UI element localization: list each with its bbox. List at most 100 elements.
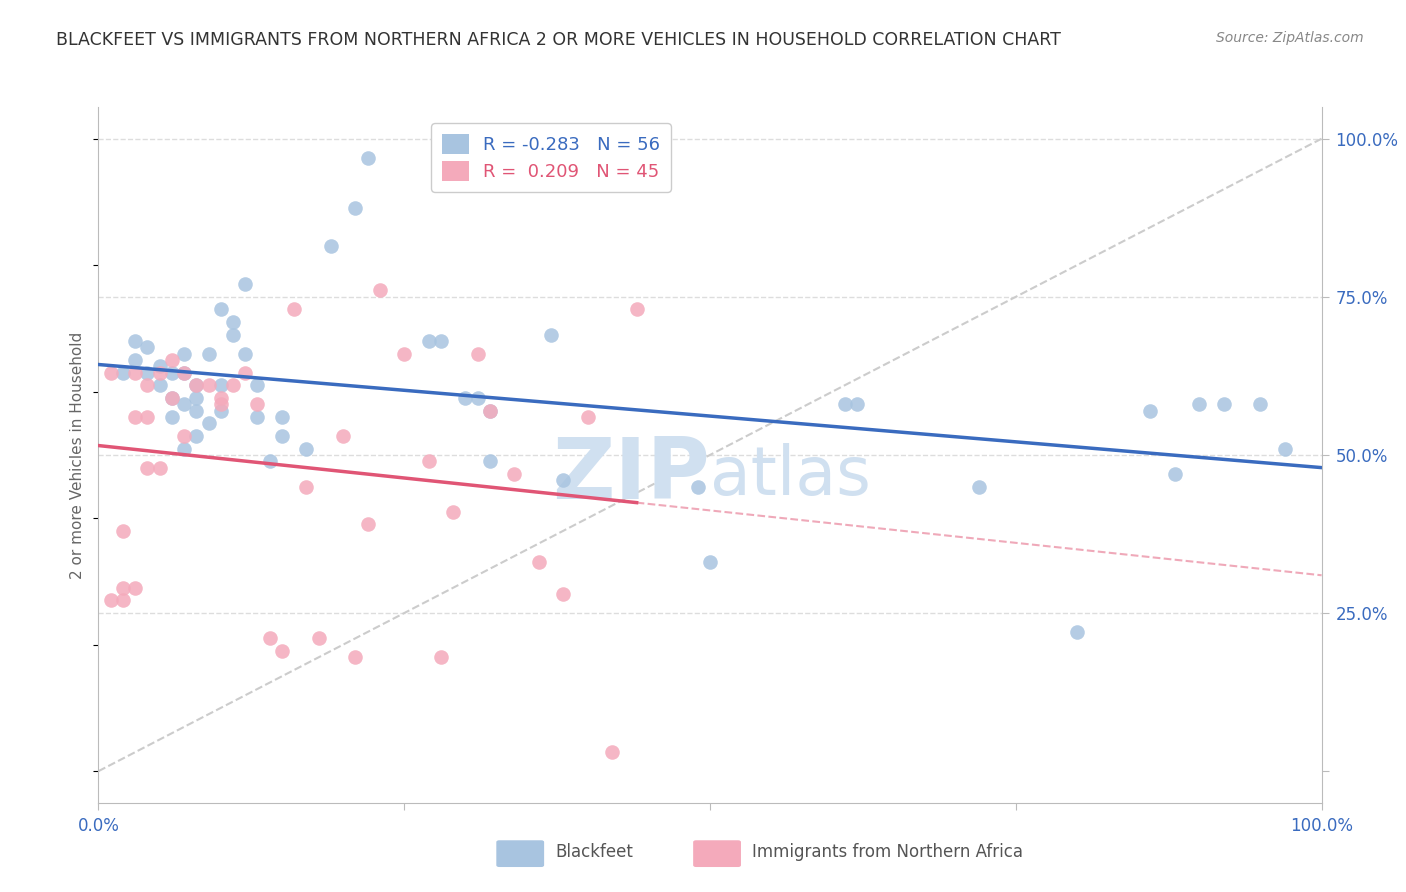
- Point: [246, 378, 269, 392]
- Point: [136, 378, 159, 392]
- Point: [392, 347, 416, 361]
- Point: [1249, 397, 1271, 411]
- Point: [699, 556, 721, 570]
- Text: ZIP: ZIP: [553, 434, 710, 517]
- Point: [173, 397, 195, 411]
- Point: [441, 505, 464, 519]
- Point: [173, 366, 195, 380]
- Point: [149, 378, 172, 392]
- Point: [160, 353, 183, 368]
- Y-axis label: 2 or more Vehicles in Household: 2 or more Vehicles in Household: [70, 331, 86, 579]
- Point: [626, 302, 648, 317]
- Point: [259, 454, 281, 468]
- Point: [186, 378, 208, 392]
- Point: [173, 429, 195, 443]
- Point: [149, 460, 172, 475]
- Point: [967, 479, 990, 493]
- Point: [197, 417, 219, 431]
- Point: [173, 347, 195, 361]
- Point: [478, 454, 501, 468]
- Point: [430, 334, 453, 348]
- Point: [1188, 397, 1211, 411]
- Point: [124, 334, 146, 348]
- Point: [270, 429, 294, 443]
- Point: [332, 429, 354, 443]
- Point: [100, 366, 122, 380]
- Point: [454, 391, 477, 405]
- Point: [246, 397, 269, 411]
- Point: [222, 378, 245, 392]
- Point: [527, 556, 550, 570]
- Point: [124, 353, 146, 368]
- Point: [222, 315, 245, 329]
- Point: [503, 467, 526, 481]
- Text: Source: ZipAtlas.com: Source: ZipAtlas.com: [1216, 31, 1364, 45]
- Point: [233, 347, 256, 361]
- Point: [467, 391, 489, 405]
- Point: [209, 302, 232, 317]
- Legend: R = -0.283   N = 56, R =  0.209   N = 45: R = -0.283 N = 56, R = 0.209 N = 45: [430, 123, 671, 192]
- Point: [186, 429, 208, 443]
- Point: [111, 524, 134, 538]
- Point: [209, 403, 232, 417]
- Point: [834, 397, 856, 411]
- Point: [173, 442, 195, 456]
- Point: [418, 454, 440, 468]
- Point: [418, 334, 440, 348]
- Point: [136, 460, 159, 475]
- Point: [319, 239, 342, 253]
- Point: [149, 366, 172, 380]
- Point: [160, 391, 183, 405]
- Point: [478, 403, 501, 417]
- Point: [1274, 442, 1296, 456]
- Point: [1212, 397, 1234, 411]
- Point: [209, 397, 232, 411]
- Point: [356, 151, 378, 165]
- Point: [136, 409, 159, 424]
- Point: [295, 479, 318, 493]
- Point: [686, 479, 709, 493]
- Point: [100, 593, 122, 607]
- Point: [270, 644, 294, 658]
- Point: [124, 366, 146, 380]
- Point: [478, 403, 501, 417]
- Point: [344, 650, 367, 665]
- Point: [186, 403, 208, 417]
- Point: [173, 366, 195, 380]
- Point: [259, 632, 281, 646]
- Point: [111, 366, 134, 380]
- Point: [1164, 467, 1187, 481]
- Point: [576, 409, 599, 424]
- Point: [186, 378, 208, 392]
- Point: [233, 277, 256, 292]
- Point: [283, 302, 305, 317]
- Point: [186, 391, 208, 405]
- Point: [344, 201, 367, 215]
- Point: [111, 581, 134, 595]
- Point: [209, 391, 232, 405]
- Point: [467, 347, 489, 361]
- Point: [246, 409, 269, 424]
- Point: [540, 327, 562, 342]
- Text: atlas: atlas: [710, 442, 870, 508]
- Point: [430, 650, 453, 665]
- Point: [111, 593, 134, 607]
- Point: [600, 745, 623, 759]
- Text: BLACKFEET VS IMMIGRANTS FROM NORTHERN AFRICA 2 OR MORE VEHICLES IN HOUSEHOLD COR: BLACKFEET VS IMMIGRANTS FROM NORTHERN AF…: [56, 31, 1062, 49]
- Point: [233, 366, 256, 380]
- Point: [308, 632, 330, 646]
- Point: [553, 587, 575, 601]
- Point: [356, 517, 378, 532]
- Point: [136, 366, 159, 380]
- Point: [553, 473, 575, 487]
- Point: [222, 327, 245, 342]
- Point: [124, 409, 146, 424]
- Point: [197, 378, 219, 392]
- Point: [845, 397, 868, 411]
- Point: [160, 391, 183, 405]
- Text: Blackfeet: Blackfeet: [555, 843, 633, 861]
- Point: [160, 409, 183, 424]
- Point: [209, 378, 232, 392]
- Point: [1139, 403, 1161, 417]
- Point: [149, 359, 172, 374]
